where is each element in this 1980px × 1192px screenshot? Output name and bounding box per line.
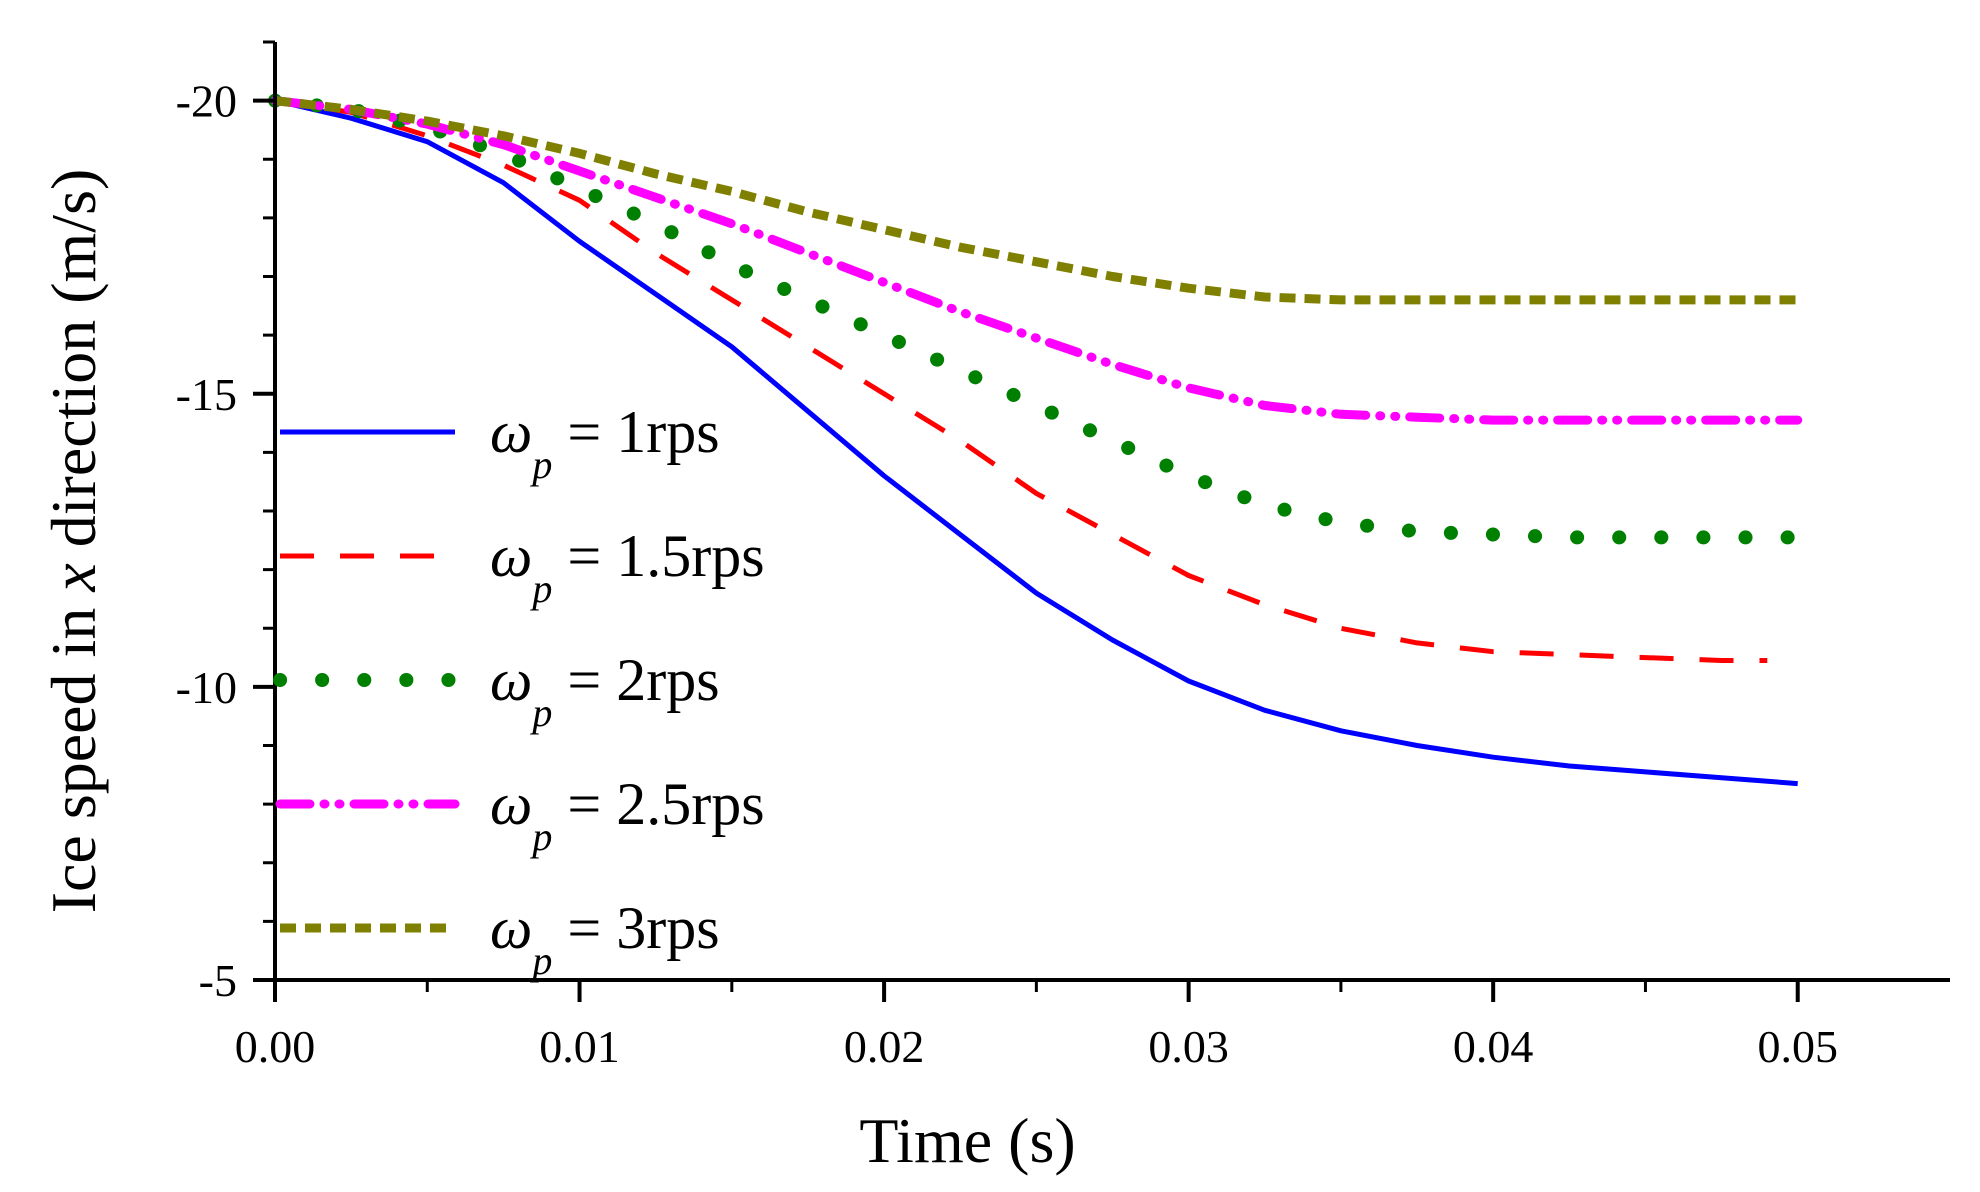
x-tick-label: 0.03 [1148,1021,1229,1072]
legend-symbol: ω [490,771,532,837]
y-axis-title: Ice speed in x direction (m/s) [38,169,109,914]
legend-label: ωp = 3rps [490,895,720,983]
x-tick-label: 0.00 [235,1021,316,1072]
series-layer [268,93,1805,787]
legend-subscript: p [529,566,552,611]
y-tick-label: -15 [176,369,237,420]
legend-symbol: ω [490,399,532,465]
series-line [274,96,1798,305]
legend-rest: = 2rps [552,647,719,713]
y-axis-title-after: direction (m/s) [38,169,109,564]
series-line [268,93,1805,545]
legend-symbol: ω [490,647,532,713]
y-tick-label: -5 [199,955,237,1006]
legend-symbol: ω [490,895,532,961]
x-tick-label: 0.01 [539,1021,620,1072]
legend-symbol: ω [490,523,532,589]
x-tick-label: 0.02 [844,1021,925,1072]
legend-subscript: p [529,690,552,735]
y-tick-label: -10 [176,662,237,713]
legend-label: ωp = 1rps [490,399,720,487]
y-axis-title-var: x [38,563,109,592]
legend-subscript: p [529,814,552,859]
y-axis-title-before: Ice speed in [38,592,109,914]
series-line [274,98,1798,787]
x-axis-title: Time (s) [859,1105,1075,1176]
series-line [274,98,1768,663]
axes [273,42,1950,982]
legend-rest: = 2.5rps [552,771,764,837]
legend-rest: = 3rps [552,895,719,961]
legend-label: ωp = 2rps [490,647,720,735]
legend-subscript: p [529,938,552,983]
legend-rest: = 1rps [552,399,719,465]
ticks: 0.00 0.01 0.02 0.03 0.04 0.05 -20 -15 -10 -5 [176,40,1838,1072]
x-tick-label: 0.04 [1453,1021,1534,1072]
x-tick-label: 0.05 [1757,1021,1838,1072]
legend-label: ωp = 2.5rps [490,771,765,859]
y-tick-label: -20 [176,76,237,127]
legend-label: ωp = 1.5rps [490,523,765,611]
legend-subscript: p [529,442,552,487]
series-line [270,96,1803,425]
legend-rest: = 1.5rps [552,523,764,589]
